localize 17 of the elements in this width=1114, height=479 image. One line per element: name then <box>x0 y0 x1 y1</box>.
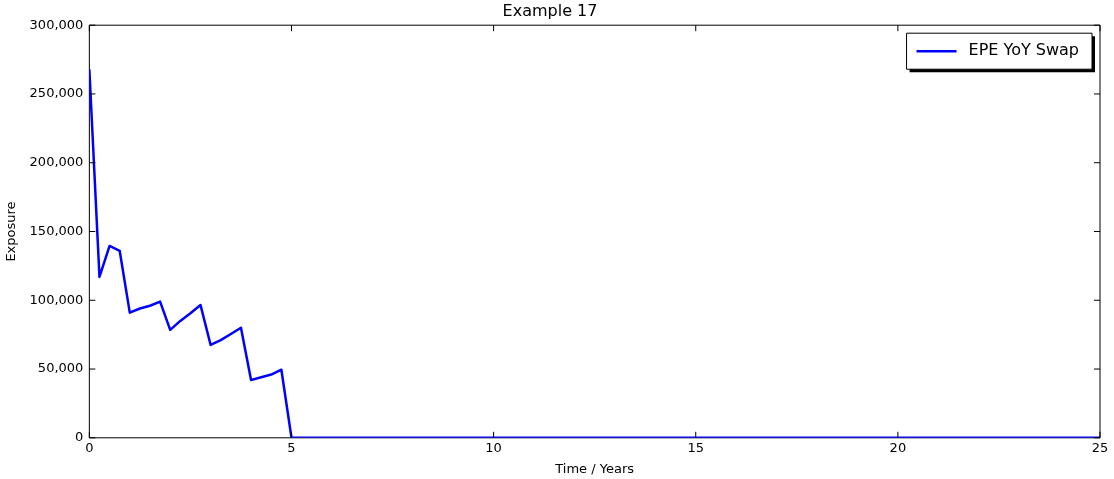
y-tick-label: 0 <box>75 429 84 445</box>
x-tick-label: 5 <box>287 439 296 455</box>
x-tick-label: 10 <box>485 439 502 455</box>
x-axis-title: Time / Years <box>554 460 635 476</box>
y-tick-label: 200,000 <box>29 154 84 170</box>
legend-label: EPE YoY Swap <box>968 40 1079 60</box>
x-tick-label: 0 <box>85 439 94 455</box>
y-tick-label: 250,000 <box>29 85 84 101</box>
x-tick-label: 15 <box>687 439 705 455</box>
x-tick-label: 20 <box>889 439 907 455</box>
y-tick-label: 300,000 <box>29 16 84 32</box>
y-axis-title: Exposure <box>3 201 19 262</box>
x-tick-label: 25 <box>1091 439 1109 455</box>
y-tick-label: 50,000 <box>37 360 84 376</box>
y-tick-label: 150,000 <box>29 222 84 238</box>
y-tick-label: 100,000 <box>29 291 84 307</box>
chart-title: Example 17 <box>502 0 598 20</box>
